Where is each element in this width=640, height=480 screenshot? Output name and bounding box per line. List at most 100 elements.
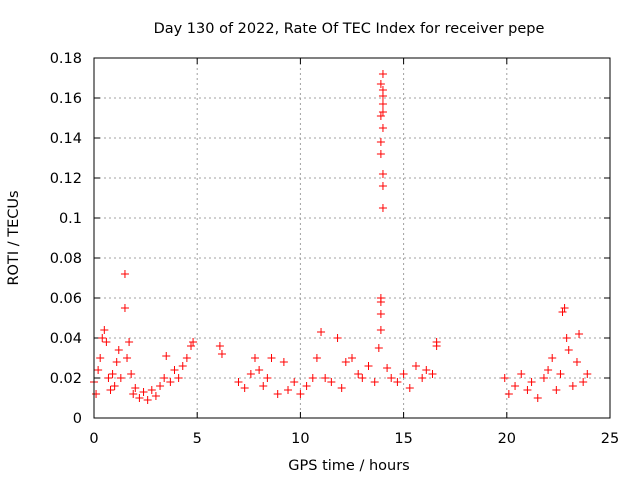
- x-tick-label: 5: [193, 431, 202, 447]
- data-point: [139, 388, 148, 396]
- data-point: [378, 182, 387, 190]
- data-point: [387, 374, 396, 382]
- y-axis-label: ROTI / TECUs: [6, 190, 22, 285]
- data-point: [364, 362, 373, 370]
- data-point: [376, 150, 385, 158]
- data-point: [558, 308, 567, 316]
- data-point: [399, 370, 408, 378]
- data-point: [376, 80, 385, 88]
- data-point: [341, 358, 350, 366]
- data-point: [215, 342, 224, 350]
- data-point: [348, 354, 356, 362]
- data-point: [98, 334, 107, 342]
- data-point: [131, 384, 140, 392]
- data-point: [378, 108, 387, 116]
- data-point: [533, 394, 542, 402]
- data-point: [106, 386, 115, 394]
- data-point: [263, 374, 272, 382]
- data-point: [151, 392, 160, 400]
- y-tick-label: 0.18: [50, 51, 82, 67]
- y-tick-label: 0.04: [50, 331, 82, 347]
- data-point: [411, 362, 420, 370]
- data-point: [378, 170, 387, 178]
- data-point: [189, 338, 198, 346]
- data-point: [147, 386, 156, 394]
- data-point: [378, 100, 387, 108]
- x-tick-label: 10: [291, 431, 309, 447]
- data-point: [234, 378, 243, 386]
- data-point: [114, 346, 123, 354]
- data-point: [378, 70, 387, 78]
- data-point: [284, 386, 293, 394]
- data-point: [166, 378, 175, 386]
- data-point: [504, 390, 513, 398]
- data-point: [156, 382, 165, 390]
- x-axis-label: GPS time / hours: [288, 458, 409, 474]
- data-point: [572, 358, 581, 366]
- data-point: [378, 86, 387, 94]
- data-point: [170, 366, 179, 374]
- data-point: [129, 390, 138, 398]
- data-point: [160, 374, 169, 382]
- data-point: [123, 354, 132, 362]
- data-point: [552, 386, 561, 394]
- data-point: [182, 354, 191, 362]
- x-tick-label: 15: [394, 431, 412, 447]
- data-point: [418, 374, 427, 382]
- data-point: [378, 204, 387, 212]
- data-point: [378, 124, 387, 132]
- data-point: [568, 382, 577, 390]
- y-tick-label: 0.14: [50, 131, 82, 147]
- data-point: [556, 370, 565, 378]
- data-point: [544, 366, 553, 374]
- data-points: [90, 70, 592, 404]
- data-point: [96, 354, 105, 362]
- data-point: [376, 326, 385, 334]
- data-point: [405, 384, 414, 392]
- data-point: [575, 330, 584, 338]
- data-point: [527, 378, 536, 386]
- data-point: [376, 112, 385, 120]
- data-point: [376, 138, 385, 146]
- plot-frame: [93, 57, 611, 419]
- data-point: [120, 270, 129, 278]
- y-tick-label: 0.16: [50, 91, 82, 107]
- data-point: [162, 352, 171, 360]
- data-point: [560, 304, 569, 312]
- data-point: [240, 384, 249, 392]
- data-point: [376, 310, 385, 318]
- chart-title: Day 130 of 2022, Rate Of TEC Index for r…: [154, 21, 545, 37]
- axis-ticks: 0 5 10 15 20 25 0 0.02 0.04 0.06 0.08 0.1 0.12 0.14 0.…: [50, 51, 620, 447]
- data-point: [539, 374, 548, 382]
- data-point: [102, 338, 111, 346]
- data-point: [562, 334, 571, 342]
- data-point: [432, 342, 441, 350]
- data-point: [354, 370, 363, 378]
- data-point: [579, 378, 588, 386]
- data-point: [100, 326, 109, 334]
- data-point: [120, 304, 129, 312]
- data-point: [517, 370, 526, 378]
- data-point: [374, 344, 383, 352]
- data-point: [116, 374, 125, 382]
- data-point: [143, 396, 152, 404]
- y-tick-label: 0.02: [50, 371, 82, 387]
- data-point: [246, 370, 255, 378]
- y-tick-label: 0: [73, 411, 82, 427]
- data-point: [279, 358, 288, 366]
- x-tick-label: 0: [89, 431, 98, 447]
- data-point: [255, 366, 264, 374]
- y-tick-label: 0.08: [50, 251, 82, 267]
- data-point: [548, 354, 557, 362]
- data-point: [187, 342, 196, 350]
- data-point: [174, 374, 183, 382]
- data-point: [108, 370, 117, 378]
- data-point: [523, 386, 532, 394]
- data-point: [312, 354, 321, 362]
- data-point: [92, 390, 101, 398]
- data-point: [296, 390, 305, 398]
- data-point: [112, 358, 121, 366]
- data-point: [383, 364, 392, 372]
- data-point: [317, 328, 326, 336]
